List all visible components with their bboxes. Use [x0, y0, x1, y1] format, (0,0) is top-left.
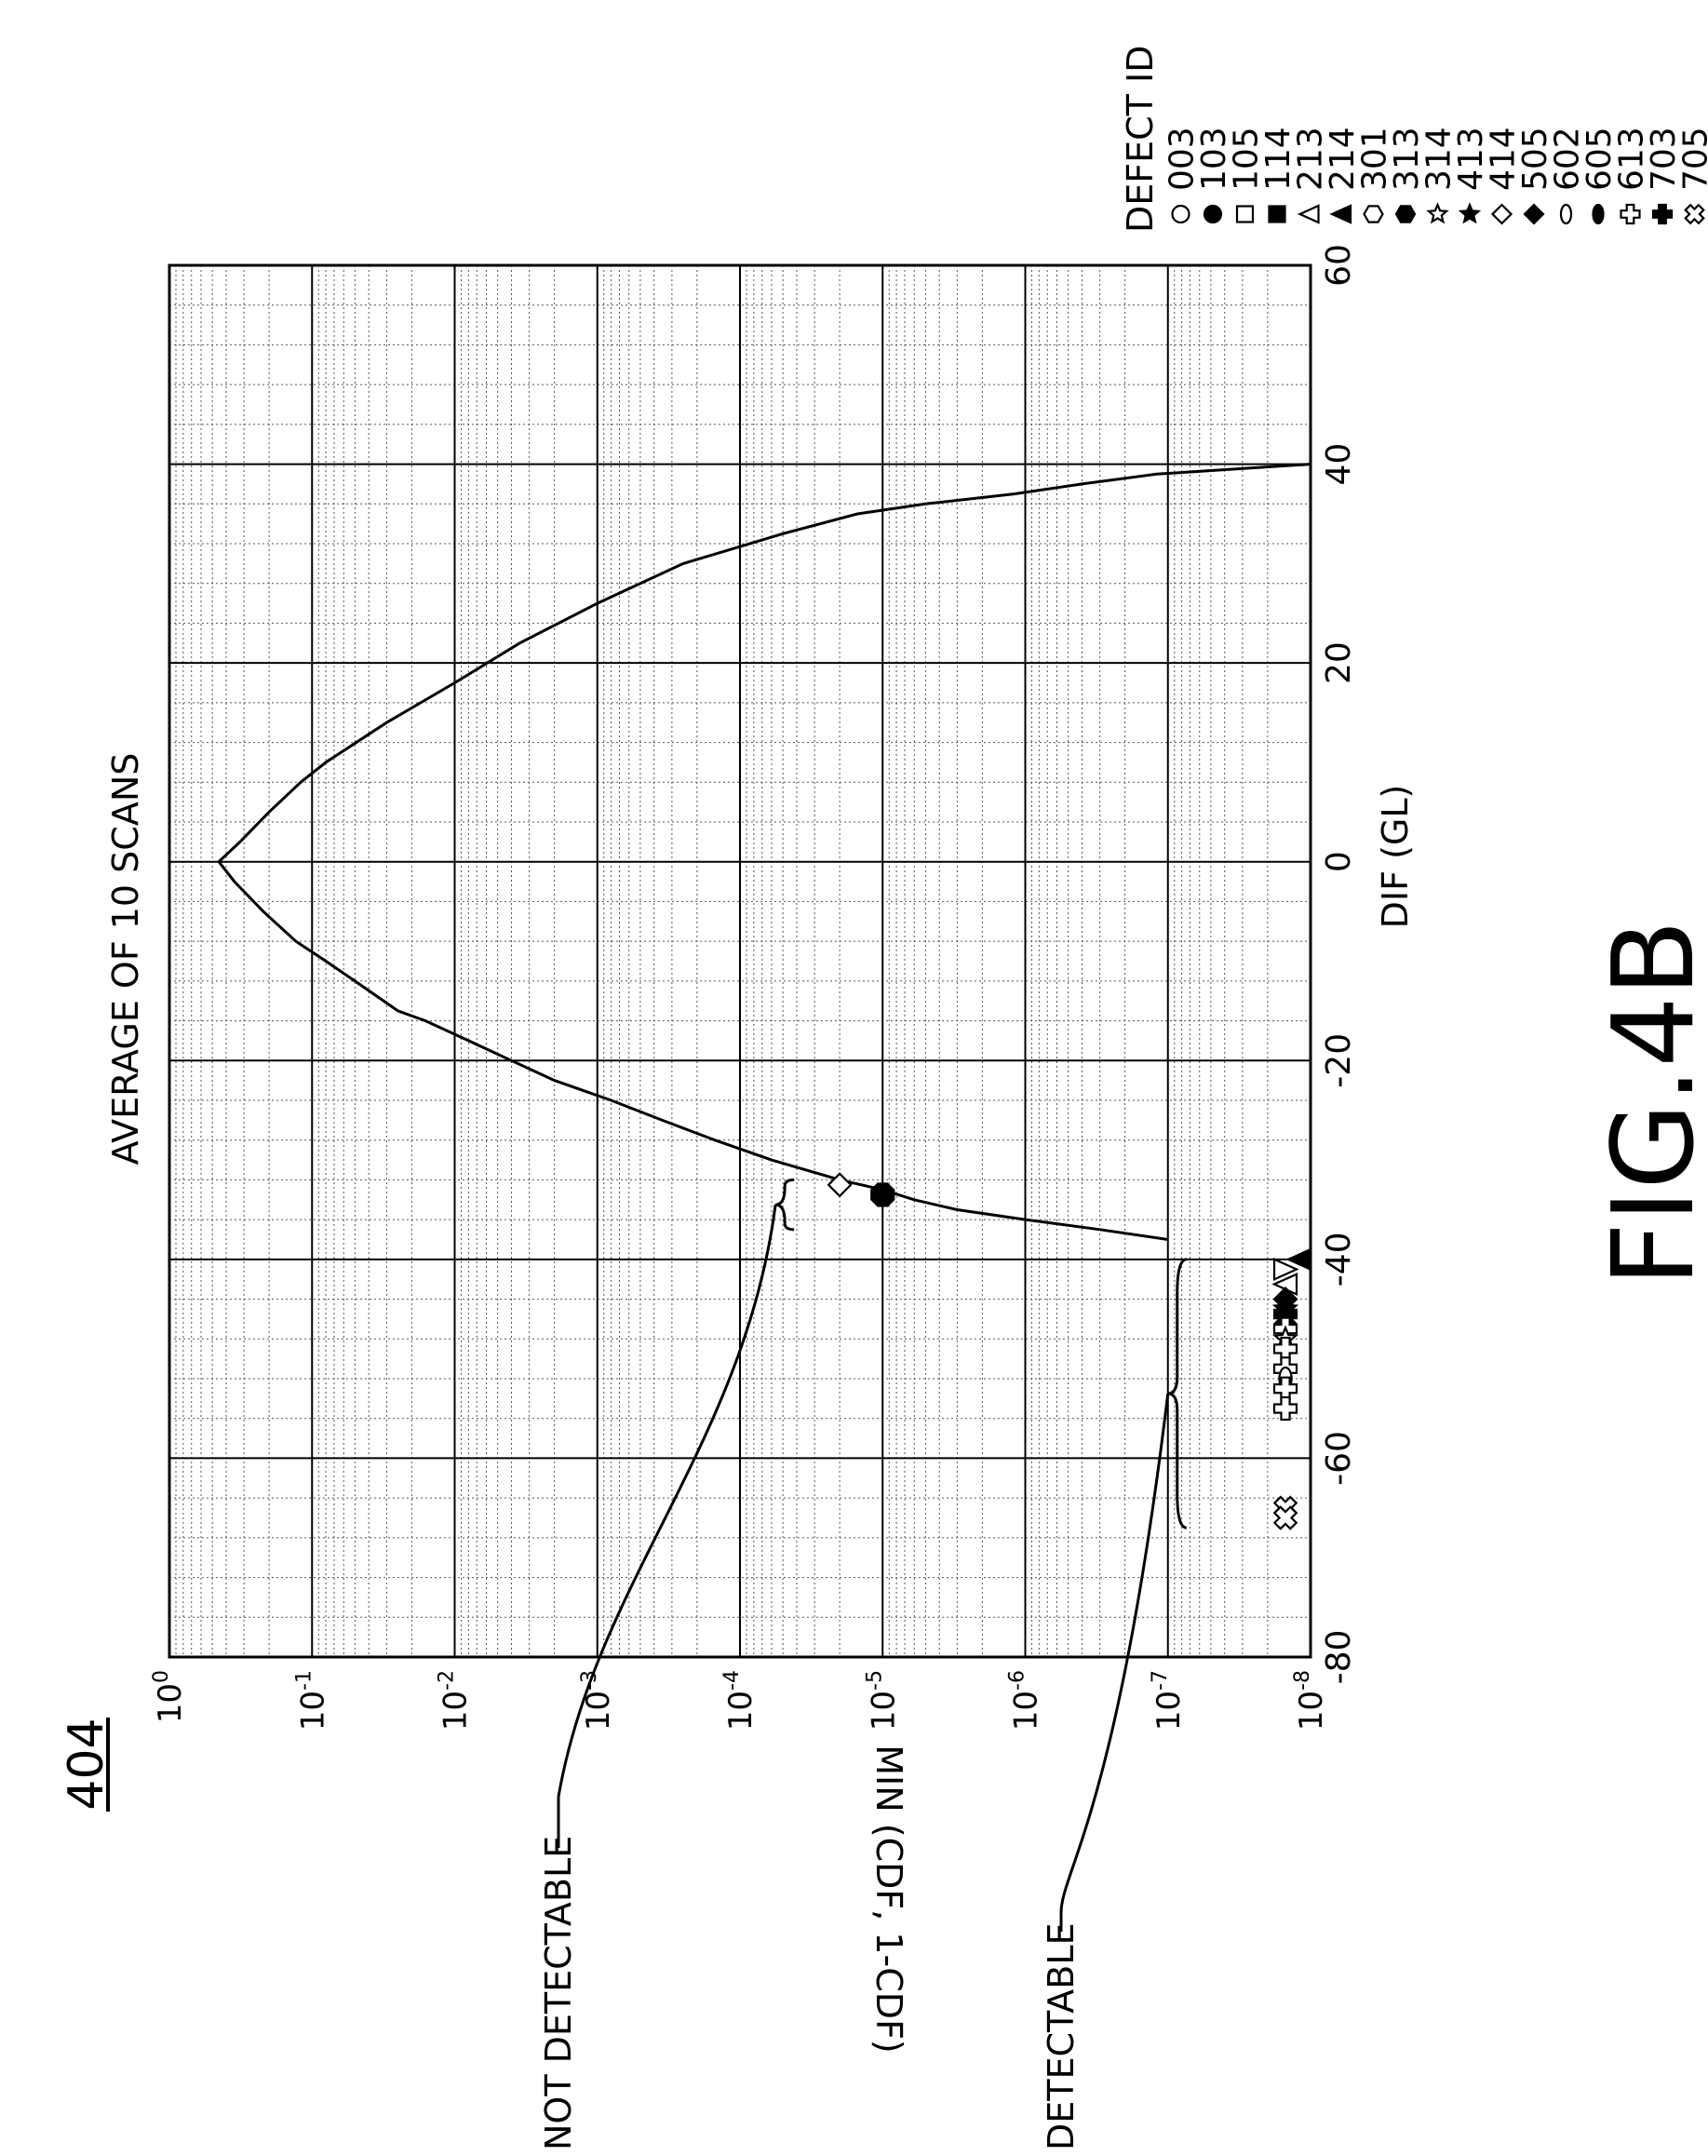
legend-label-314: 314 [1420, 127, 1459, 191]
callout-not-detectable: NOT DETECTABLE [538, 1836, 579, 2150]
y-tick-exponent: -8 [1291, 1670, 1314, 1691]
x-tick-label: -40 [1320, 1232, 1358, 1287]
legend-marker-114 [1268, 205, 1286, 223]
legend-label-313: 313 [1388, 127, 1426, 191]
y-tick-base: 10 [1293, 1691, 1330, 1731]
legend-marker-605 [1592, 203, 1605, 225]
y-tick-label: 10-1 [292, 1670, 331, 1731]
callout-line-not-detectable [557, 1204, 777, 1798]
legend-marker-103 [1203, 204, 1223, 224]
figure-ref: 404 [59, 1718, 114, 1812]
x-tick-label: -20 [1320, 1033, 1358, 1088]
x-tick-label: 0 [1320, 851, 1358, 872]
legend-label-105: 105 [1228, 127, 1266, 191]
y-tick-label: 10-6 [1006, 1670, 1045, 1731]
y-tick-exponent: -4 [720, 1670, 744, 1691]
legend-label-602: 602 [1549, 127, 1587, 191]
legend-label-505: 505 [1516, 127, 1554, 191]
legend-label-003: 003 [1163, 127, 1202, 191]
data-point-414 [827, 1172, 853, 1198]
minor-grid [169, 265, 1311, 1657]
chart-title: AVERAGE OF 10 SCANS [105, 753, 146, 1166]
legend-label-414: 414 [1485, 127, 1523, 191]
y-tick-base: 10 [437, 1691, 475, 1731]
legend-marker-003 [1171, 204, 1190, 224]
legend-marker-505 [1523, 203, 1545, 225]
y-tick-base: 10 [865, 1691, 902, 1731]
x-axis-label: DIF (GL) [1375, 785, 1416, 929]
y-tick-exponent: -1 [292, 1670, 316, 1691]
legend-marker-602 [1559, 203, 1573, 225]
legend-marker-213 [1297, 204, 1320, 224]
legend-label-214: 214 [1324, 127, 1362, 191]
legend-label-413: 413 [1452, 127, 1490, 191]
data-point-713 [869, 1182, 895, 1207]
legend-marker-705 [1684, 203, 1705, 225]
y-tick-exponent: -7 [1149, 1670, 1172, 1691]
major-grid [168, 264, 1311, 1658]
x-tick-label: -60 [1320, 1431, 1358, 1486]
y-tick-base: 10 [152, 1683, 189, 1723]
x-ticks: -80 -60 -40 -20 0 20 40 60 [1320, 244, 1358, 1684]
legend-marker-413 [1458, 202, 1482, 224]
data-point-705 [1272, 1505, 1298, 1530]
y-tick-label: 10-2 [436, 1670, 475, 1731]
legend-label-103: 103 [1195, 127, 1233, 191]
legend-label-213: 213 [1292, 127, 1330, 191]
legend-title: DEFECT ID [1120, 46, 1161, 233]
y-tick-base: 10 [1150, 1691, 1188, 1731]
legend-label-301: 301 [1356, 127, 1394, 191]
data-points [827, 1172, 1312, 1530]
y-tick-exponent: -2 [436, 1670, 459, 1691]
legend-marker-703 [1651, 203, 1674, 225]
callout-detectable: DETECTABLE [1041, 1922, 1082, 2150]
data-point-714 [1272, 1258, 1299, 1282]
legend-label-703: 703 [1645, 127, 1683, 191]
figure-caption: FIG.4B [1590, 920, 1708, 1287]
distribution-curve [217, 463, 1311, 1241]
legend-label-705: 705 [1677, 127, 1708, 191]
legend-marker-214 [1329, 204, 1352, 224]
data-point-613 [1272, 1395, 1298, 1422]
legend-marker-105 [1235, 205, 1255, 223]
legend-label-114: 114 [1259, 127, 1298, 191]
callouts: NOT DETECTABLE DETECTABLE [538, 1204, 1170, 2150]
y-tick-label: 10-8 [1291, 1670, 1330, 1731]
x-tick-label: 20 [1320, 641, 1358, 684]
legend-label-613: 613 [1613, 127, 1651, 191]
y-axis-label: MIN (CDF, 1-CDF) [868, 1745, 909, 2054]
x-tick-label: 40 [1320, 443, 1358, 486]
y-tick-base: 10 [722, 1691, 760, 1731]
legend-marker-613 [1620, 203, 1641, 225]
y-tick-exponent: -6 [1006, 1670, 1029, 1691]
y-tick-exponent: 0 [150, 1670, 173, 1683]
legend: DEFECT ID 003103105114213214301313314413… [1120, 46, 1708, 233]
callout-line-detectable [1059, 1393, 1170, 1914]
y-tick-base: 10 [294, 1691, 331, 1731]
legend-label-605: 605 [1580, 127, 1619, 191]
x-tick-label: 60 [1320, 244, 1358, 287]
y-tick-label: 10-7 [1149, 1670, 1188, 1731]
y-tick-exponent: -5 [863, 1670, 886, 1691]
legend-marker-414 [1490, 203, 1513, 225]
legend-marker-313 [1394, 205, 1417, 223]
x-tick-label: -80 [1320, 1630, 1358, 1685]
y-tick-label: 10-4 [720, 1670, 760, 1731]
y-tick-label: 100 [150, 1670, 189, 1723]
legend-marker-301 [1363, 205, 1384, 223]
figure-ref-number: 404 [59, 1718, 114, 1810]
data-point-214 [1285, 1247, 1312, 1272]
y-tick-label: 10-5 [863, 1670, 902, 1731]
y-tick-base: 10 [1008, 1691, 1045, 1731]
legend-marker-314 [1426, 202, 1449, 224]
